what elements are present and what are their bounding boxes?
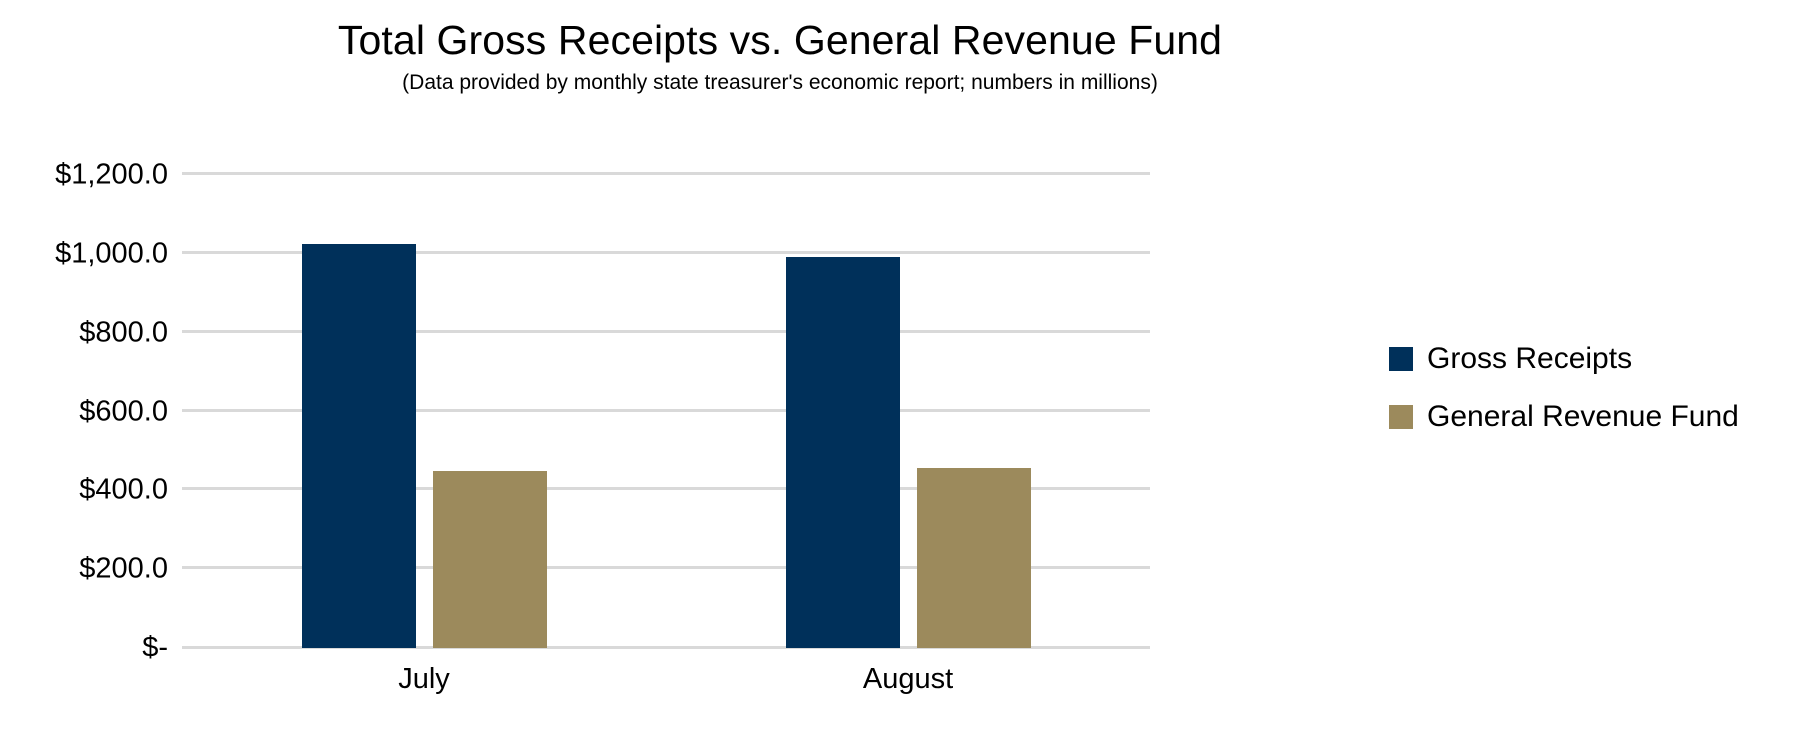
gridline [182,487,1150,491]
chart-legend: Gross Receipts General Revenue Fund [1389,330,1789,446]
gridline [182,566,1150,570]
bar-general-revenue-fund-august[interactable] [916,467,1031,648]
x-axis-tick-label: August [862,663,954,695]
legend-item[interactable]: Gross Receipts [1389,330,1789,388]
chart-title-block: Total Gross Receipts vs. General Revenue… [0,17,1560,95]
chart-title: Total Gross Receipts vs. General Revenue… [337,17,1223,63]
y-axis-tick-label: $1,000.0 [55,237,168,270]
y-axis-tick-label: $400.0 [79,473,168,506]
legend-swatch-icon [1389,405,1413,429]
y-axis-tick-label: $200.0 [79,552,168,585]
y-axis-tick-label: $800.0 [79,316,168,349]
y-axis-tick-label: $1,200.0 [55,158,168,191]
x-axis-labels: July August [182,665,1150,709]
bar-general-revenue-fund-july[interactable] [432,470,547,648]
plot-area [182,172,1150,649]
y-axis-tick-label: $600.0 [79,395,168,427]
gridline [182,329,1150,333]
bar-gross-receipts-august[interactable] [785,256,900,648]
gridline [182,172,1150,175]
y-axis-tick-label: $- [142,631,168,664]
y-axis-labels: $- $200.0 $400.0 $600.0 $800.0 $1,000.0 $1,200… [0,160,168,662]
gridline [182,408,1150,412]
legend-item-label: General Revenue Fund [1427,400,1739,433]
legend-item[interactable]: General Revenue Fund [1389,388,1789,446]
bar-gross-receipts-july[interactable] [301,243,416,648]
chart-subtitle: (Data provided by monthly state treasure… [402,70,1158,94]
bars-layer [182,175,1150,648]
gridline [182,250,1150,254]
legend-item-label: Gross Receipts [1427,342,1633,375]
legend-swatch-icon [1389,347,1413,371]
x-axis-line [182,646,1150,649]
x-axis-tick-label: July [398,663,450,695]
